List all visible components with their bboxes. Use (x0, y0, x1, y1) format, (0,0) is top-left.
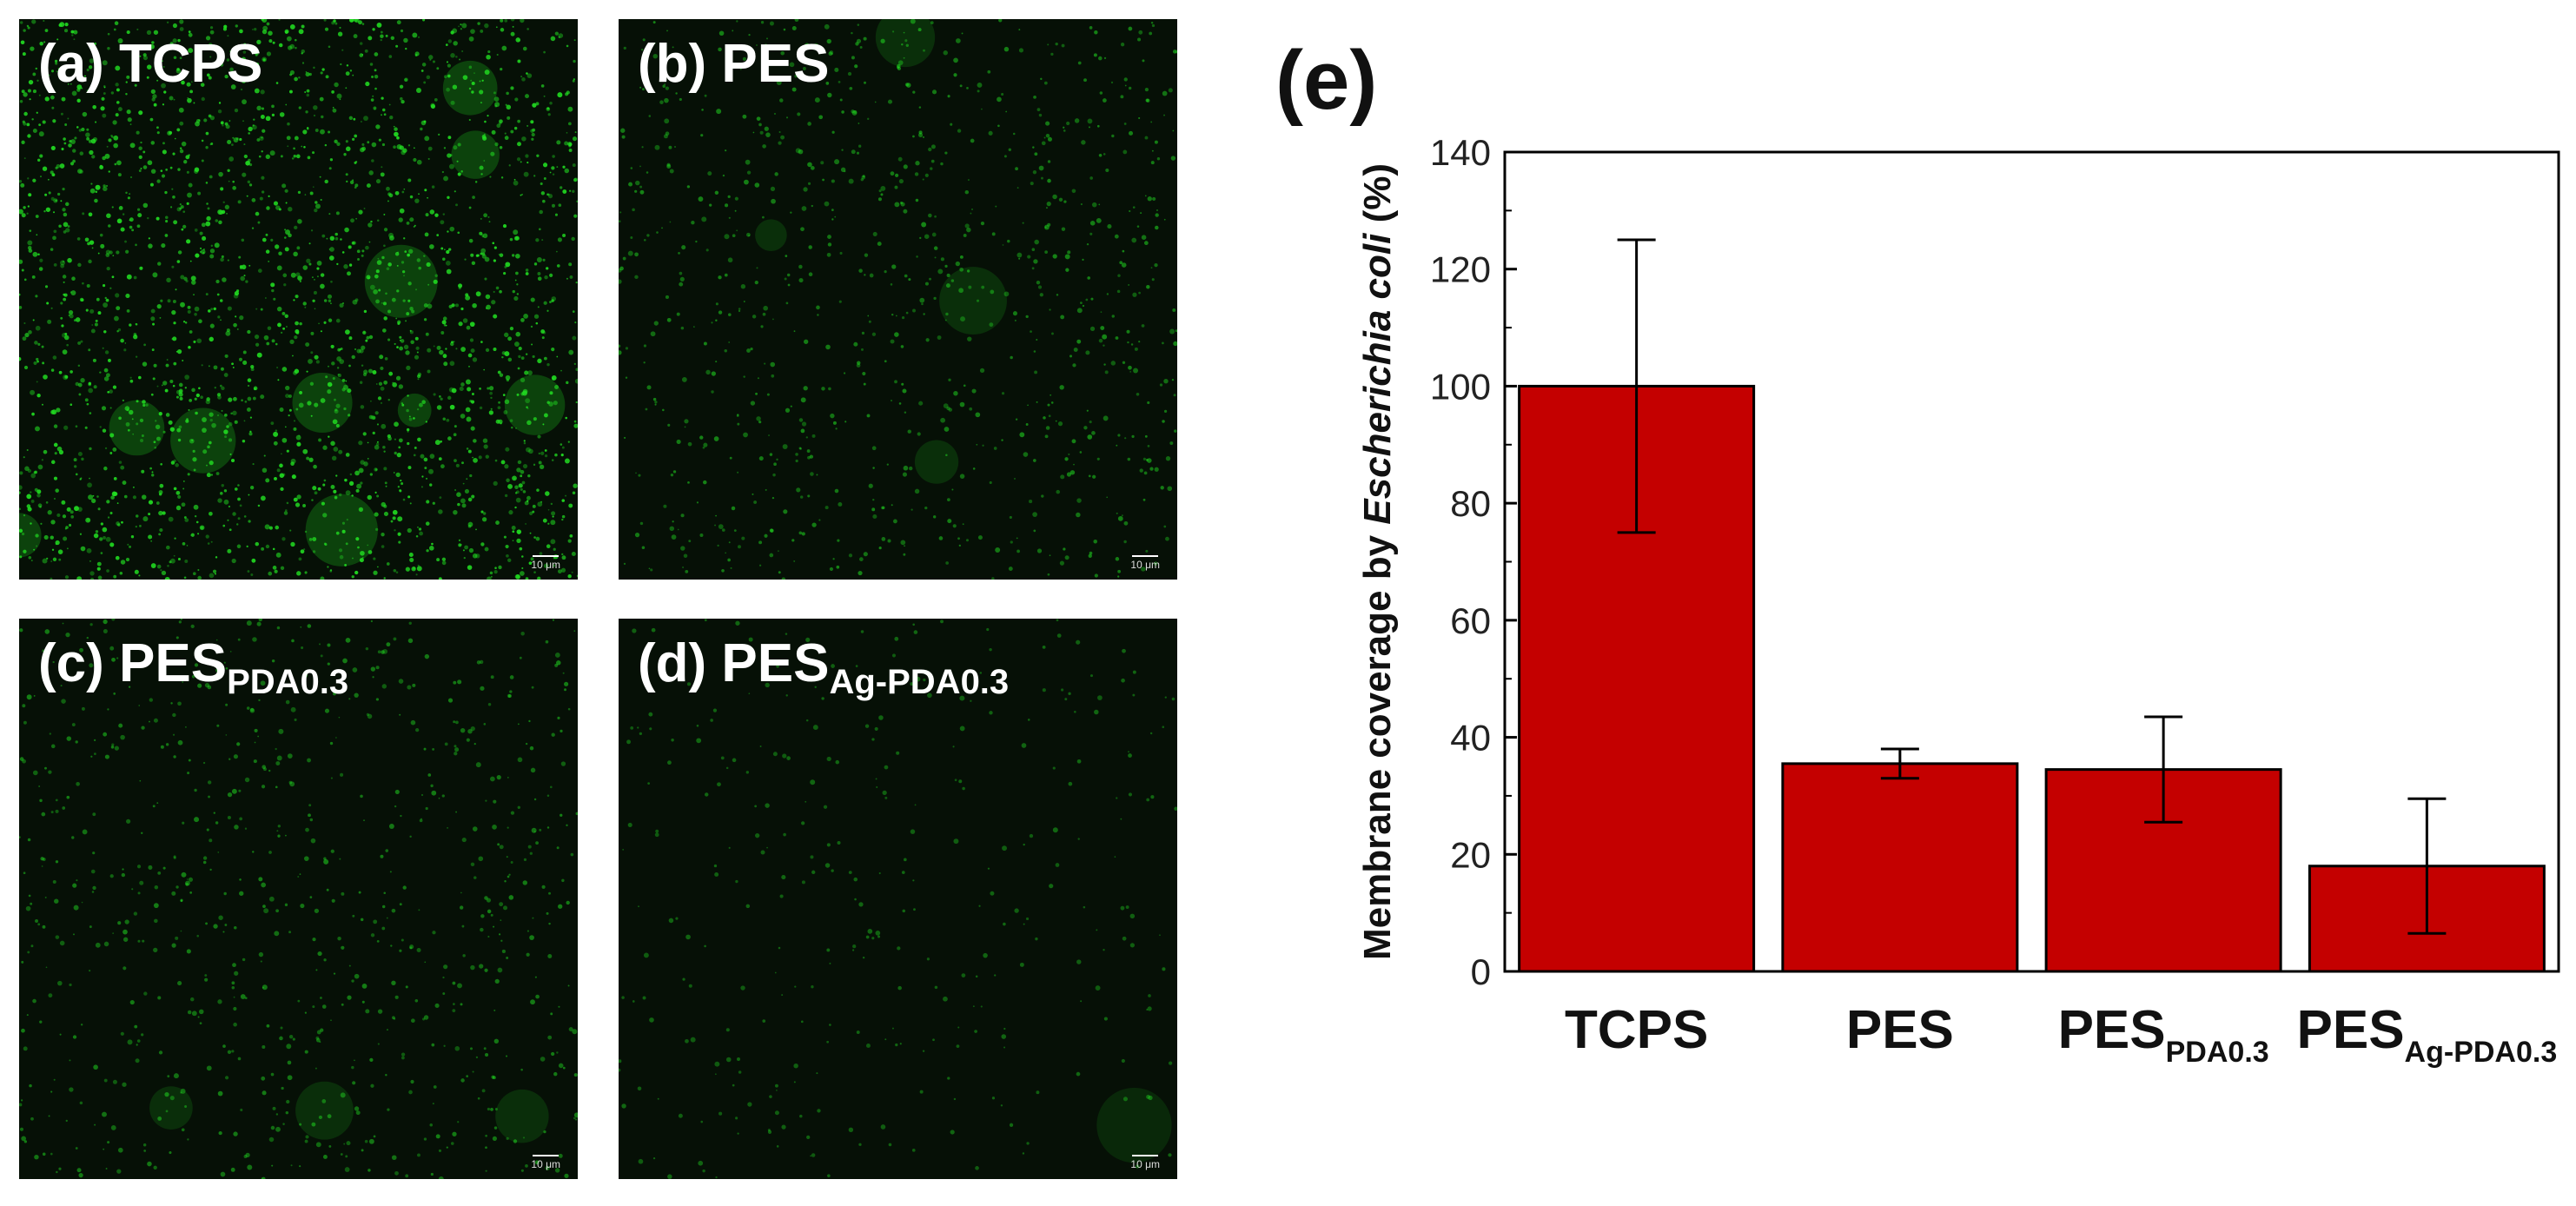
micrograph-panel-b: (b) PES 10 μm (619, 19, 1177, 580)
panel-letter: (a) (38, 34, 104, 94)
y-axis-label-unit: (%) (1356, 163, 1399, 234)
panel-subscript: PDA0.3 (227, 663, 349, 701)
panel-label-a: (a) TCPS (38, 33, 262, 95)
scale-bar: 10 μm (531, 555, 560, 571)
panel-label-d: (d) PESAg-PDA0.3 (638, 633, 1009, 701)
panel-label-c: (c) PESPDA0.3 (38, 633, 348, 701)
y-tick-label: 20 (1450, 834, 1491, 875)
x-tick-label: TCPS (1565, 1000, 1708, 1060)
scale-bar: 10 μm (1130, 1155, 1160, 1170)
fluorescence-image-a (19, 19, 578, 580)
y-tick-label: 100 (1430, 366, 1491, 407)
bar-2 (1781, 762, 2019, 973)
scale-bar: 10 μm (1130, 555, 1160, 571)
micrograph-panel-d: (d) PESAg-PDA0.3 10 μm (619, 619, 1177, 1179)
panel-title: PES (721, 34, 830, 94)
panel-letter: (c) (38, 633, 104, 693)
panel-letter: (b) (638, 34, 707, 94)
x-tick-label: PESAg-PDA0.3 (2296, 1000, 2557, 1069)
bar-chart: (e) Membrane coverage by Escherichia col… (1275, 34, 2560, 1069)
fluorescence-image-c (19, 619, 578, 1179)
micrograph-panel-a: (a) TCPS 10 μm (19, 19, 578, 580)
y-tick-label: 140 (1430, 132, 1491, 173)
scale-label: 10 μm (531, 1158, 560, 1170)
panel-label-b: (b) PES (638, 33, 829, 95)
panel-subscript: Ag-PDA0.3 (829, 663, 1010, 701)
panel-letter: (d) (638, 633, 707, 693)
chart-panel-label: (e) (1275, 34, 1377, 127)
scale-label: 10 μm (1130, 1158, 1160, 1170)
y-tick-label: 80 (1450, 483, 1491, 524)
x-tick-label: PESPDA0.3 (2058, 1000, 2269, 1069)
y-axis-label-organism: Escherichia coli (1356, 233, 1399, 525)
scale-bar: 10 μm (531, 1155, 560, 1170)
y-tick-label: 60 (1450, 600, 1491, 641)
fluorescence-image-d (619, 619, 1177, 1179)
micrograph-panel-c: (c) PESPDA0.3 10 μm (19, 619, 578, 1179)
y-tick-label: 0 (1471, 951, 1491, 992)
scale-label: 10 μm (1130, 559, 1160, 571)
panel-title: PES (119, 633, 228, 693)
fluorescence-image-b (619, 19, 1177, 580)
scale-label: 10 μm (531, 559, 560, 571)
panel-title: PES (721, 633, 830, 693)
y-tick-label: 120 (1430, 249, 1491, 290)
y-tick-label: 40 (1450, 718, 1491, 759)
x-tick-label: PES (1846, 1000, 1954, 1060)
y-axis-label: Membrane coverage by Escherichia coli (%… (1356, 163, 1399, 960)
y-axis-label-prefix: Membrane coverage by (1356, 525, 1399, 960)
panel-title: TCPS (119, 34, 263, 94)
